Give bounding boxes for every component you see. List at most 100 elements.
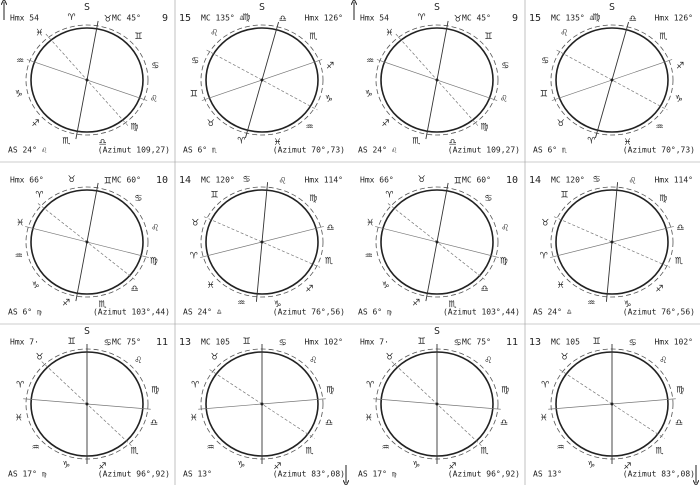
dashed-circle [25, 186, 149, 298]
dashed-circle [200, 186, 324, 298]
zodiac-sign: ♐ [306, 284, 314, 294]
zodiac-sign: ♈ [237, 137, 246, 147]
zodiac-sign: ♈ [541, 381, 550, 391]
zodiac-sign: ♊ [560, 191, 568, 201]
panel-number: 10 [506, 175, 518, 186]
zodiac-sign: ♉ [104, 14, 112, 24]
azimuth-label: (Azimut 70°,73) [623, 146, 695, 155]
ascendant-label: AS 17° ♍ [8, 470, 47, 479]
horoscope-circle [205, 189, 319, 295]
ascendant-label: AS 24° ♎ [533, 308, 572, 317]
zodiac-sign: ♌ [309, 356, 317, 366]
axis-line [553, 216, 671, 268]
mc-label: MC 105 [551, 338, 580, 347]
zodiac-sign: ♎ [150, 418, 158, 428]
south-label: S [259, 2, 265, 13]
axis-line [203, 216, 321, 268]
hmx-label: Hmx 54 [10, 14, 39, 23]
panel-number: 11 [156, 337, 168, 348]
zodiac-sign: ♎ [629, 14, 637, 24]
horoscope-circle [205, 27, 319, 133]
azimuth-label: (Azimut 83°,08) [623, 470, 695, 479]
mc-label: MC 45° [112, 14, 141, 23]
zodiac-sign: ♈ [540, 252, 549, 262]
horoscope-circle [380, 27, 494, 133]
zodiac-sign: ♊ [210, 191, 218, 201]
zodiac-sign: ♋ [501, 61, 509, 71]
azimuth-label: (Azimut 76°,56) [623, 308, 695, 317]
zodiac-sign: ♋ [592, 175, 600, 185]
panel-number: 13 [179, 337, 191, 348]
zodiac-sign: ♓ [385, 29, 393, 39]
axis-line [556, 49, 668, 111]
zodiac-sign: ♓ [16, 219, 24, 229]
mc-label: MC 135° ♎ [201, 14, 245, 23]
center-dot [435, 402, 439, 406]
zodiac-sign: ♍ [676, 385, 684, 395]
center-dot [260, 402, 264, 406]
zodiac-sign: ♉ [557, 119, 565, 129]
panel-number: 9 [512, 13, 518, 24]
zodiac-sign: ♑ [273, 300, 281, 310]
zodiac-sign: ♏ [448, 300, 456, 310]
zodiac-sign: ♐ [326, 61, 334, 71]
mc-label: MC 105 [201, 338, 230, 347]
mc-label: MC 75° [112, 338, 141, 347]
zodiac-sign: ♉ [541, 219, 549, 229]
zodiac-sign: ♌ [501, 223, 509, 233]
zodiac-sign: ♓ [557, 281, 565, 291]
mc-label: MC 45° [462, 14, 491, 23]
azimuth-label: (Azimut 109,27) [98, 146, 170, 155]
azimuth-label: (Azimut 76°,56) [273, 308, 345, 317]
center-dot [85, 240, 89, 244]
zodiac-sign: ♉ [385, 353, 393, 363]
azimuth-label: (Azimut 83°,08) [273, 470, 345, 479]
zodiac-sign: ♊ [104, 176, 112, 186]
mc-label: MC 60° [112, 176, 141, 185]
south-label: S [434, 326, 440, 337]
zodiac-sign: ♋ [279, 338, 287, 348]
panel-number: 9 [162, 13, 168, 24]
zodiac-sign: ♊ [242, 337, 250, 347]
mc-label: MC 75° [462, 338, 491, 347]
zodiac-sign: ♊ [484, 32, 492, 42]
ascendant-label: AS 6° ♍ [358, 308, 392, 317]
azimuth-label: (Azimut 109,27) [448, 146, 520, 155]
zodiac-sign: ♋ [454, 338, 462, 348]
zodiac-sign: ♐ [382, 119, 390, 129]
hmx-label: Hmx 102° [654, 338, 693, 347]
zodiac-sign: ♓ [623, 138, 631, 148]
zodiac-sign: ♒ [32, 443, 40, 453]
zodiac-sign: ♎ [675, 418, 683, 428]
zodiac-sign: ♉ [560, 353, 568, 363]
horoscope-circle [380, 189, 494, 295]
zodiac-sign: ♎ [279, 14, 287, 24]
zodiac-sign: ♌ [659, 356, 667, 366]
zodiac-sign: ♐ [412, 299, 420, 309]
dashed-circle [550, 24, 674, 136]
zodiac-sign: ♊ [592, 337, 600, 347]
ascendant-label: AS 24° ♎ [183, 308, 222, 317]
axis-line [206, 49, 318, 111]
center-dot [610, 78, 614, 82]
zodiac-sign: ♑ [412, 461, 420, 471]
zodiac-sign: ♏ [309, 32, 317, 42]
zodiac-sign: ♍ [501, 385, 509, 395]
zodiac-sign: ♒ [557, 443, 565, 453]
panel-number: 15 [529, 13, 541, 24]
zodiac-sign: ♏ [659, 32, 667, 42]
south-label: S [434, 2, 440, 13]
zodiac-sign: ♉ [417, 175, 425, 185]
zodiac-sign: ♉ [207, 119, 215, 129]
zodiac-sign: ♊ [417, 337, 425, 347]
hmx-label: Hmx 7· [10, 338, 39, 347]
zodiac-sign: ♒ [207, 443, 215, 453]
panel-number: 11 [506, 337, 518, 348]
zodiac-sign: ♌ [151, 223, 159, 233]
zodiac-sign: ♎ [98, 138, 106, 148]
zodiac-sign: ♍ [500, 256, 508, 266]
zodiac-sign: ♈ [190, 252, 199, 262]
zodiac-sign: ♏ [131, 446, 139, 456]
ascendant-label: AS 17° ♍ [358, 470, 397, 479]
